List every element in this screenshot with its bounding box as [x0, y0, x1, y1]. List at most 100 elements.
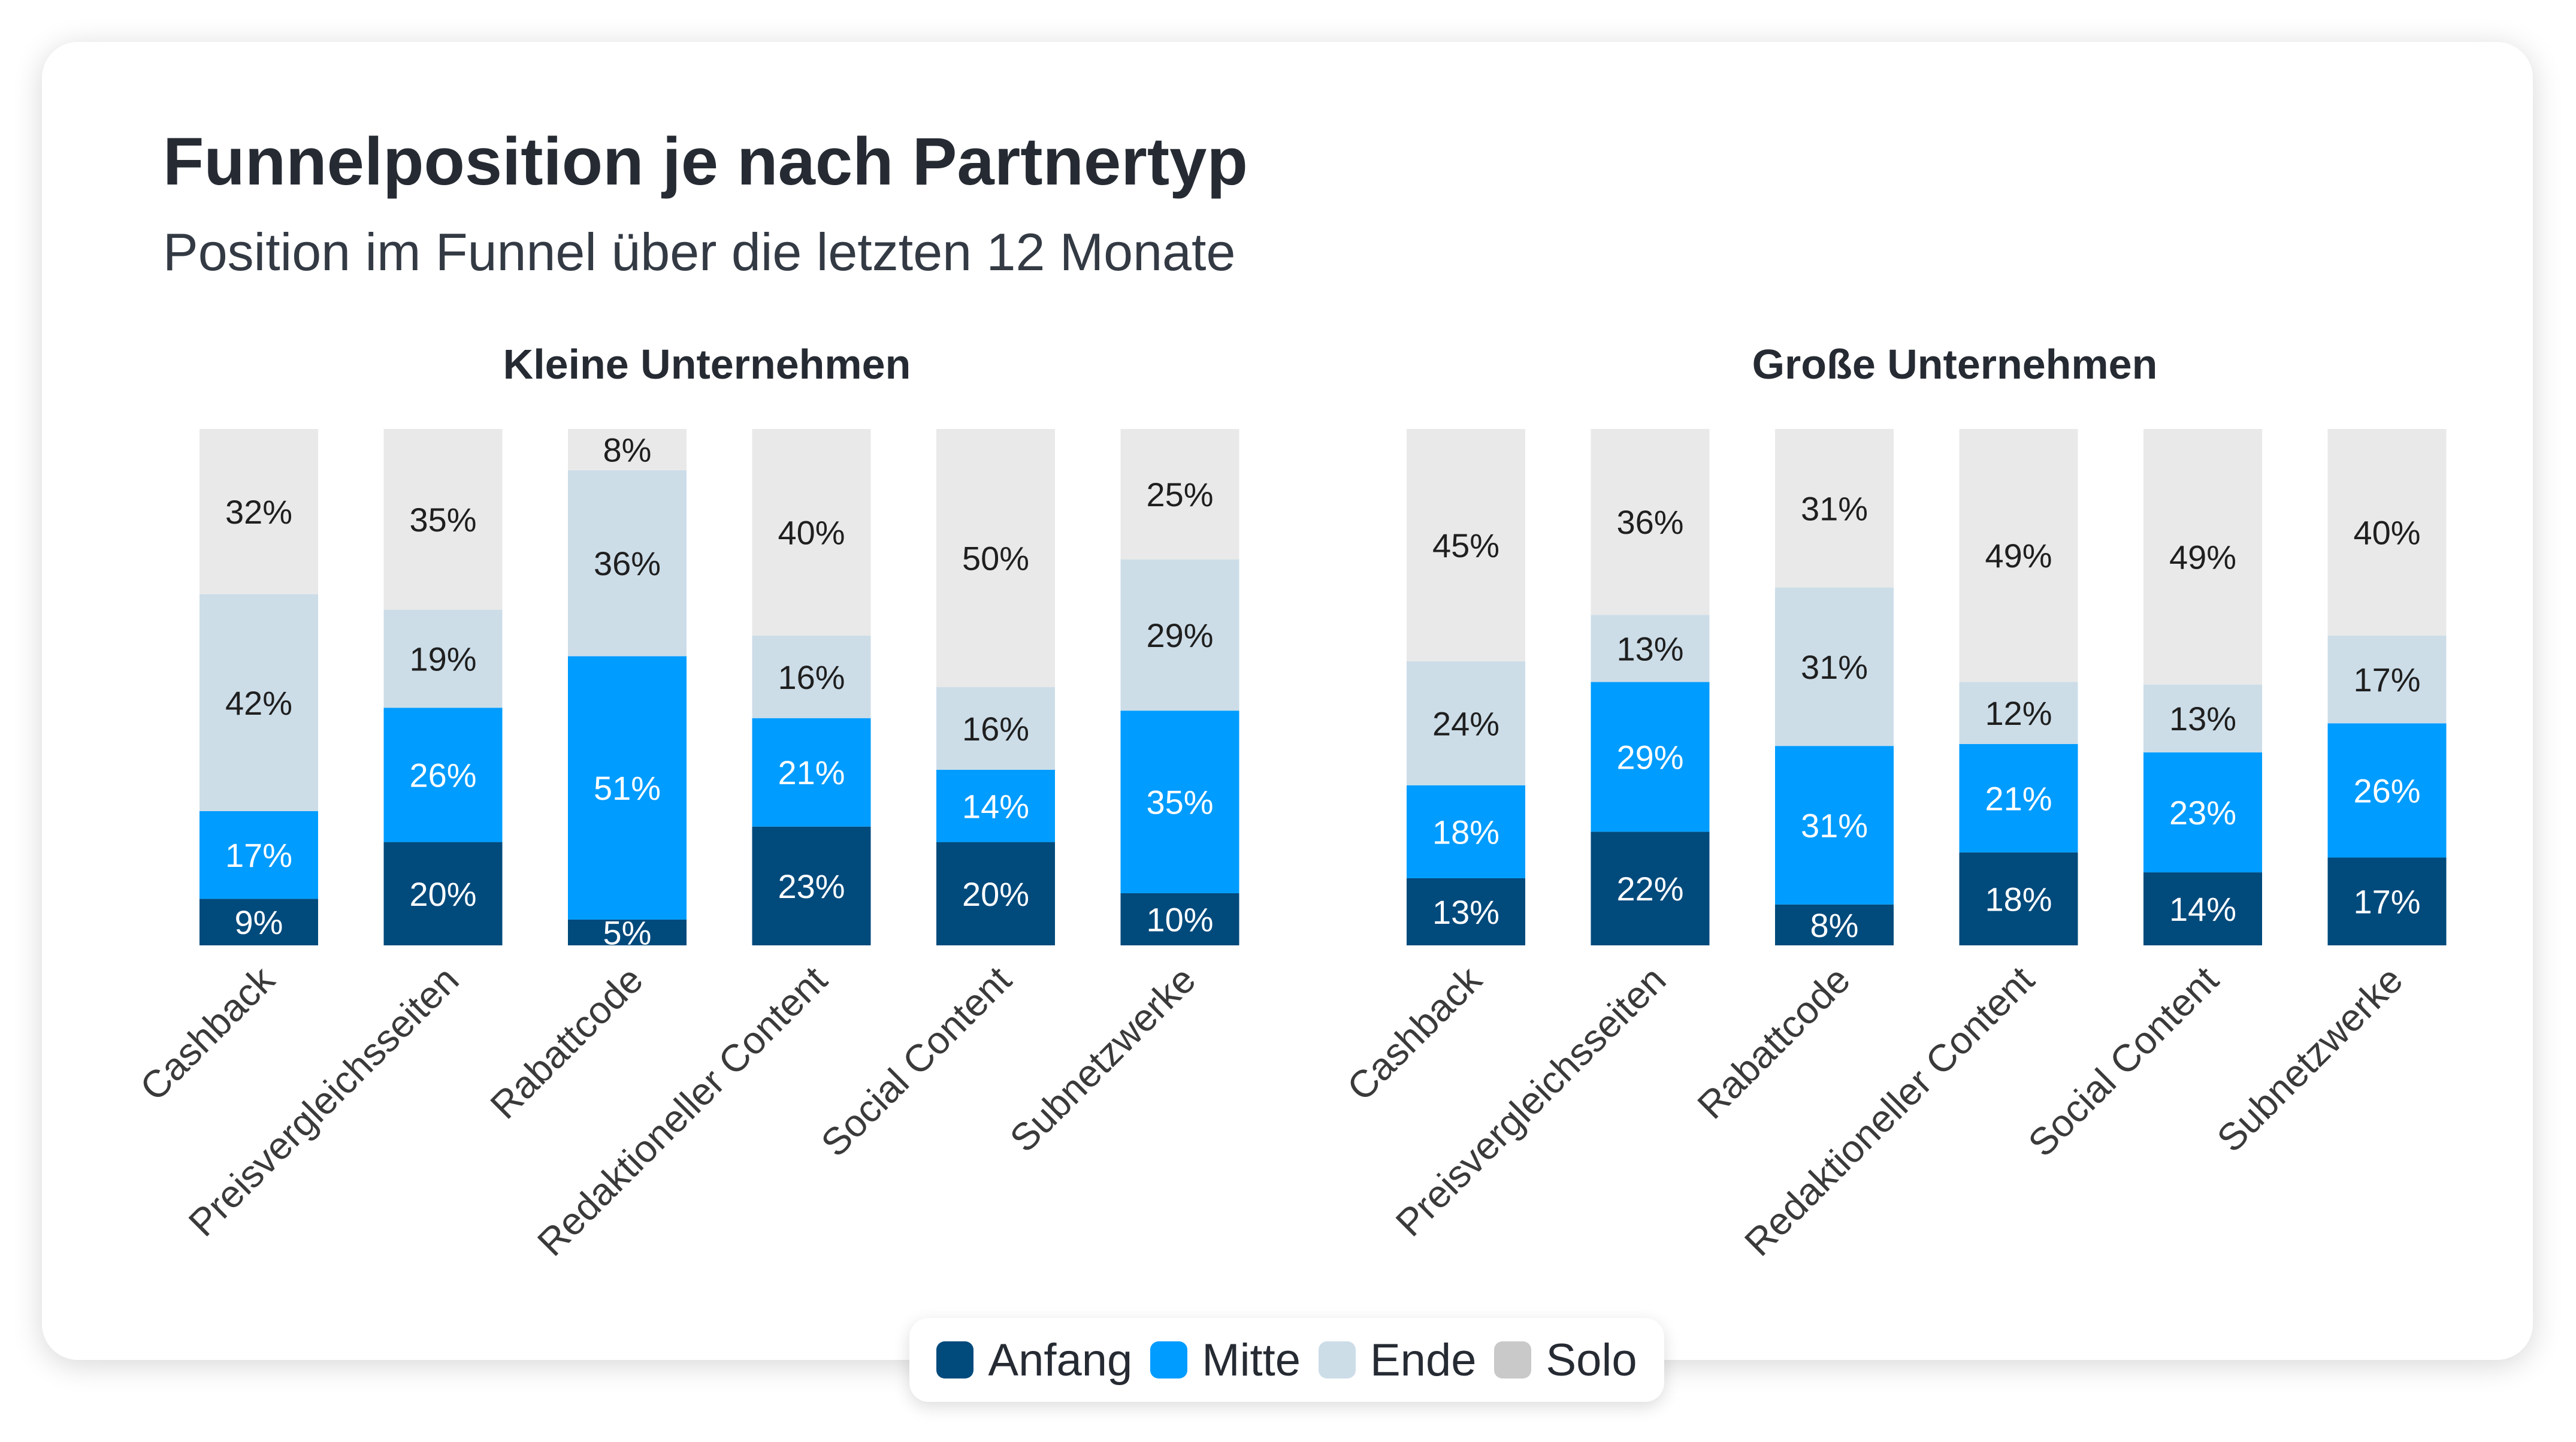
bar-segment-ende [936, 687, 1055, 770]
chart-grosse-unternehmen: Große Unternehmen 13% 18% 24% 45% Cashback 22%… [1339, 341, 2447, 1264]
bar-segment-solo [1775, 429, 1894, 588]
data-label-solo: 40% [2353, 513, 2420, 551]
data-label-mitte: 31% [1801, 806, 1868, 844]
data-label-anfang: 13% [1432, 893, 1499, 931]
chart-panel-title: Große Unternehmen [1752, 341, 2158, 388]
chart-kleine-unternehmen: Kleine Unternehmen 9% 17% 42% 32% Cashback 20%… [132, 341, 1239, 1264]
data-label-ende: 17% [2353, 661, 2420, 699]
bar-segment-mitte [1120, 711, 1239, 893]
bar-segment-anfang [1120, 893, 1239, 945]
legend-item-anfang: Anfang [936, 1334, 1132, 1386]
data-label-solo: 40% [778, 513, 845, 551]
bar-segment-mitte [1959, 743, 2078, 852]
bar-segment-ende [568, 470, 687, 657]
legend-swatch-ende [1318, 1341, 1356, 1378]
bar-segment-anfang [199, 899, 318, 945]
x-tick-label: Social Content [2020, 958, 2227, 1165]
data-label-anfang: 5% [603, 914, 652, 951]
data-label-ende: 16% [778, 658, 845, 696]
data-label-solo: 35% [409, 501, 476, 539]
data-label-solo: 49% [1985, 537, 2052, 575]
data-label-solo: 50% [962, 540, 1029, 578]
bar-segment-solo [1591, 429, 1710, 615]
data-label-mitte: 35% [1146, 784, 1213, 821]
bar-segment-solo [2327, 429, 2447, 636]
bar-segment-anfang [1775, 904, 1894, 945]
bar-segment-solo [568, 429, 687, 470]
bar-segment-ende [383, 609, 503, 708]
data-label-anfang: 20% [409, 875, 476, 913]
data-label-ende: 42% [225, 684, 292, 722]
data-label-ende: 13% [1616, 630, 1683, 667]
data-label-mitte: 26% [2353, 772, 2420, 809]
data-label-mitte: 21% [778, 754, 845, 791]
x-tick-label: Social Content [813, 958, 1020, 1165]
bar-segment-ende [1591, 615, 1710, 682]
data-label-ende: 12% [1985, 694, 2052, 732]
data-label-ende: 36% [594, 545, 661, 582]
data-label-anfang: 18% [1985, 880, 2052, 918]
data-label-solo: 25% [1146, 476, 1213, 513]
data-label-anfang: 17% [2353, 883, 2420, 921]
bar-segment-ende [199, 594, 318, 811]
legend-label-ende: Ende [1369, 1334, 1477, 1386]
data-label-mitte: 29% [1616, 738, 1683, 776]
bar-segment-mitte [1407, 785, 1525, 878]
bar-segment-solo [1959, 429, 2078, 682]
bar-segment-solo [1120, 429, 1239, 560]
data-label-ende: 16% [962, 710, 1029, 748]
x-tick-label: Rabattcode [1689, 958, 1858, 1127]
bar-segment-ende [1775, 587, 1894, 746]
data-label-solo: 32% [225, 493, 292, 531]
data-label-mitte: 26% [409, 757, 476, 794]
data-label-ende: 13% [2169, 700, 2236, 737]
bar-segment-anfang [2143, 872, 2262, 945]
data-label-ende: 19% [409, 640, 476, 678]
data-label-mitte: 14% [962, 787, 1029, 825]
bar-segment-ende [1407, 661, 1525, 785]
x-tick-label: Cashback [132, 957, 283, 1109]
bar-segment-ende [2327, 635, 2447, 724]
bar-segment-mitte [2327, 723, 2447, 858]
bar-segment-anfang [383, 842, 503, 945]
bar-segment-mitte [1591, 682, 1710, 832]
data-label-anfang: 20% [962, 875, 1029, 913]
data-label-anfang: 23% [778, 867, 845, 905]
legend-swatch-solo [1494, 1341, 1532, 1378]
data-label-anfang: 14% [2169, 890, 2236, 928]
legend-item-ende: Ende [1318, 1334, 1477, 1386]
legend: Anfang Mitte Ende Solo [909, 1318, 1664, 1402]
bar-segment-anfang [2327, 857, 2447, 945]
x-tick-label: Subnetzwerke [1002, 958, 1204, 1160]
bar-segment-ende [1120, 559, 1239, 711]
x-tick-label: Subnetzwerke [2209, 958, 2411, 1160]
bar-segment-mitte [936, 769, 1055, 842]
data-label-mitte: 17% [225, 836, 292, 874]
bar-segment-anfang [568, 919, 687, 945]
bar-segment-anfang [1591, 832, 1710, 945]
data-label-mitte: 21% [1985, 779, 2052, 817]
bar-segment-ende [1959, 682, 2078, 744]
data-label-solo: 8% [603, 431, 652, 468]
bar-segment-solo [752, 429, 871, 636]
bar-segment-mitte [2143, 752, 2262, 873]
data-label-ende: 29% [1146, 616, 1213, 654]
chart-subtitle: Position im Funnel über die letzten 12 M… [163, 222, 1236, 282]
bar-segment-mitte [383, 708, 503, 842]
data-label-anfang: 9% [235, 903, 283, 941]
bar-segment-solo [2143, 429, 2262, 685]
legend-label-mitte: Mitte [1202, 1334, 1301, 1386]
chart-panel-title: Kleine Unternehmen [503, 341, 911, 388]
chart-title: Funnelposition je nach Partnertyp [163, 124, 1248, 199]
bar-segment-anfang [752, 826, 871, 945]
data-label-anfang: 22% [1616, 870, 1683, 908]
data-label-solo: 31% [1801, 489, 1868, 527]
legend-label-anfang: Anfang [988, 1334, 1133, 1386]
bar-segment-solo [199, 429, 318, 594]
data-label-anfang: 8% [1810, 906, 1859, 944]
legend-item-solo: Solo [1494, 1334, 1637, 1386]
legend-item-mitte: Mitte [1150, 1334, 1301, 1386]
data-label-mitte: 23% [2169, 794, 2236, 832]
x-tick-label: Rabattcode [482, 958, 651, 1127]
